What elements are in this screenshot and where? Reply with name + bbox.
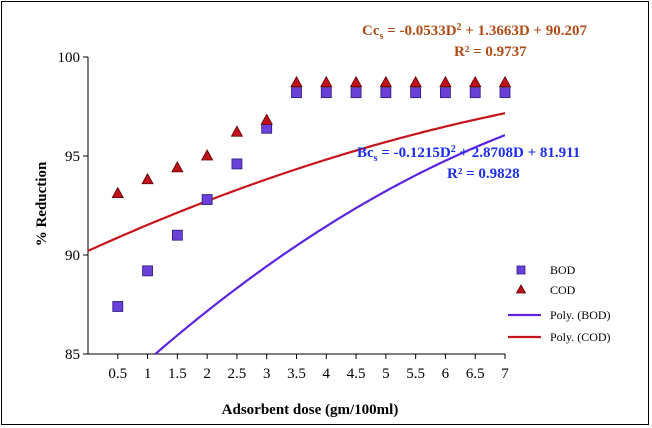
bod-point <box>142 265 153 277</box>
bod-point <box>380 87 392 99</box>
x-tick-label: 3 <box>263 366 271 382</box>
bod-point <box>231 158 243 170</box>
cod-r2-annotation: R² = 0.9737 <box>454 44 527 60</box>
bod-point <box>171 229 183 241</box>
bod-point <box>410 87 422 99</box>
x-tick-label: 6.5 <box>466 366 485 382</box>
cod-equation-annotation: Ccs = -0.0533D2 + 1.3663D + 90.207 <box>362 22 587 42</box>
bod-point <box>499 87 511 99</box>
cod-point <box>498 75 512 88</box>
legend: BOD COD Poly. (BOD) Poly. (COD) <box>508 263 611 344</box>
legend-poly-cod-label: Poly. (COD) <box>550 330 611 344</box>
bod-point <box>320 87 332 99</box>
bod-eq-rhs: = -0.1215D <box>378 145 451 161</box>
trendline-bod <box>153 134 505 354</box>
legend-poly-bod-label: Poly. (BOD) <box>550 308 611 322</box>
cod-eq-lhs: Cc <box>362 23 380 39</box>
y-tick-label: 95 <box>65 149 80 165</box>
x-tick-label: 0.5 <box>108 366 127 382</box>
x-tick-label: 2 <box>203 366 211 382</box>
bod-r2-annotation: R² = 0.9828 <box>447 166 520 182</box>
y-tick-label: 100 <box>58 50 81 66</box>
bod-point <box>469 87 481 99</box>
cod-eq-sup: 2 <box>457 22 462 33</box>
cod-point <box>439 75 452 88</box>
x-tick-label: 5.5 <box>406 366 425 382</box>
bod-point <box>291 87 302 99</box>
bod-equation-annotation: Bcs = -0.1215D2 + 2.8708D + 81.911 <box>357 144 580 164</box>
cod-point <box>230 125 244 137</box>
cod-point <box>111 186 124 199</box>
x-tick-label: 5 <box>382 366 390 382</box>
x-tick-label: 2.5 <box>228 366 247 382</box>
axes <box>83 56 506 359</box>
x-tick-label: 7 <box>501 366 509 382</box>
bod-eq-rest: + 2.8708D + 81.911 <box>456 145 581 161</box>
x-tick-label: 4 <box>323 366 331 382</box>
legend-cod-label: COD <box>550 283 576 297</box>
y-tick-label: 90 <box>65 248 80 264</box>
cod-point <box>349 75 363 88</box>
bod-eq-lhs: Bc <box>357 145 374 161</box>
cod-point <box>290 75 303 88</box>
cod-point <box>141 172 154 185</box>
cod-point <box>469 75 482 88</box>
x-tick-label: 6 <box>442 366 450 382</box>
cod-point <box>320 75 333 88</box>
y-axis-title: % Reduction <box>34 161 50 246</box>
cod-point <box>409 75 422 88</box>
bod-point <box>112 301 124 312</box>
bod-point <box>350 87 362 99</box>
legend-cod-marker <box>515 284 527 294</box>
x-tick-label: 1.5 <box>168 366 187 382</box>
x-tick-label: 1 <box>144 366 152 382</box>
cod-point <box>260 113 273 125</box>
cod-point <box>171 161 184 173</box>
x-axis-title: Adsorbent dose (gm/100ml) <box>222 402 399 418</box>
y-tick-label: 85 <box>65 347 80 363</box>
legend-bod-label: BOD <box>550 263 576 277</box>
x-tick-label: 4.5 <box>347 366 366 382</box>
trendlines <box>88 112 505 354</box>
trendline-cod <box>88 112 505 252</box>
cod-eq-rest: + 1.3663D + 90.207 <box>462 23 588 39</box>
bod-eq-sup: 2 <box>451 144 456 155</box>
bod-eq-sub: s <box>374 153 378 164</box>
cod-point <box>379 75 393 88</box>
cod-eq-rhs: = -0.0533D <box>383 23 456 39</box>
legend-bod-marker <box>516 265 526 275</box>
bod-point <box>261 122 273 134</box>
cod-point <box>200 149 214 161</box>
bod-point <box>440 87 451 99</box>
cod-eq-sub: s <box>380 31 384 42</box>
tick-labels: 85 90 95 100 0.5 1 1.5 2 2.5 3 3.5 4 4.5 5 5.5 6 6.5 7 <box>58 50 510 382</box>
bod-point <box>201 194 213 205</box>
data-points <box>111 75 512 312</box>
x-tick-label: 3.5 <box>287 366 306 382</box>
